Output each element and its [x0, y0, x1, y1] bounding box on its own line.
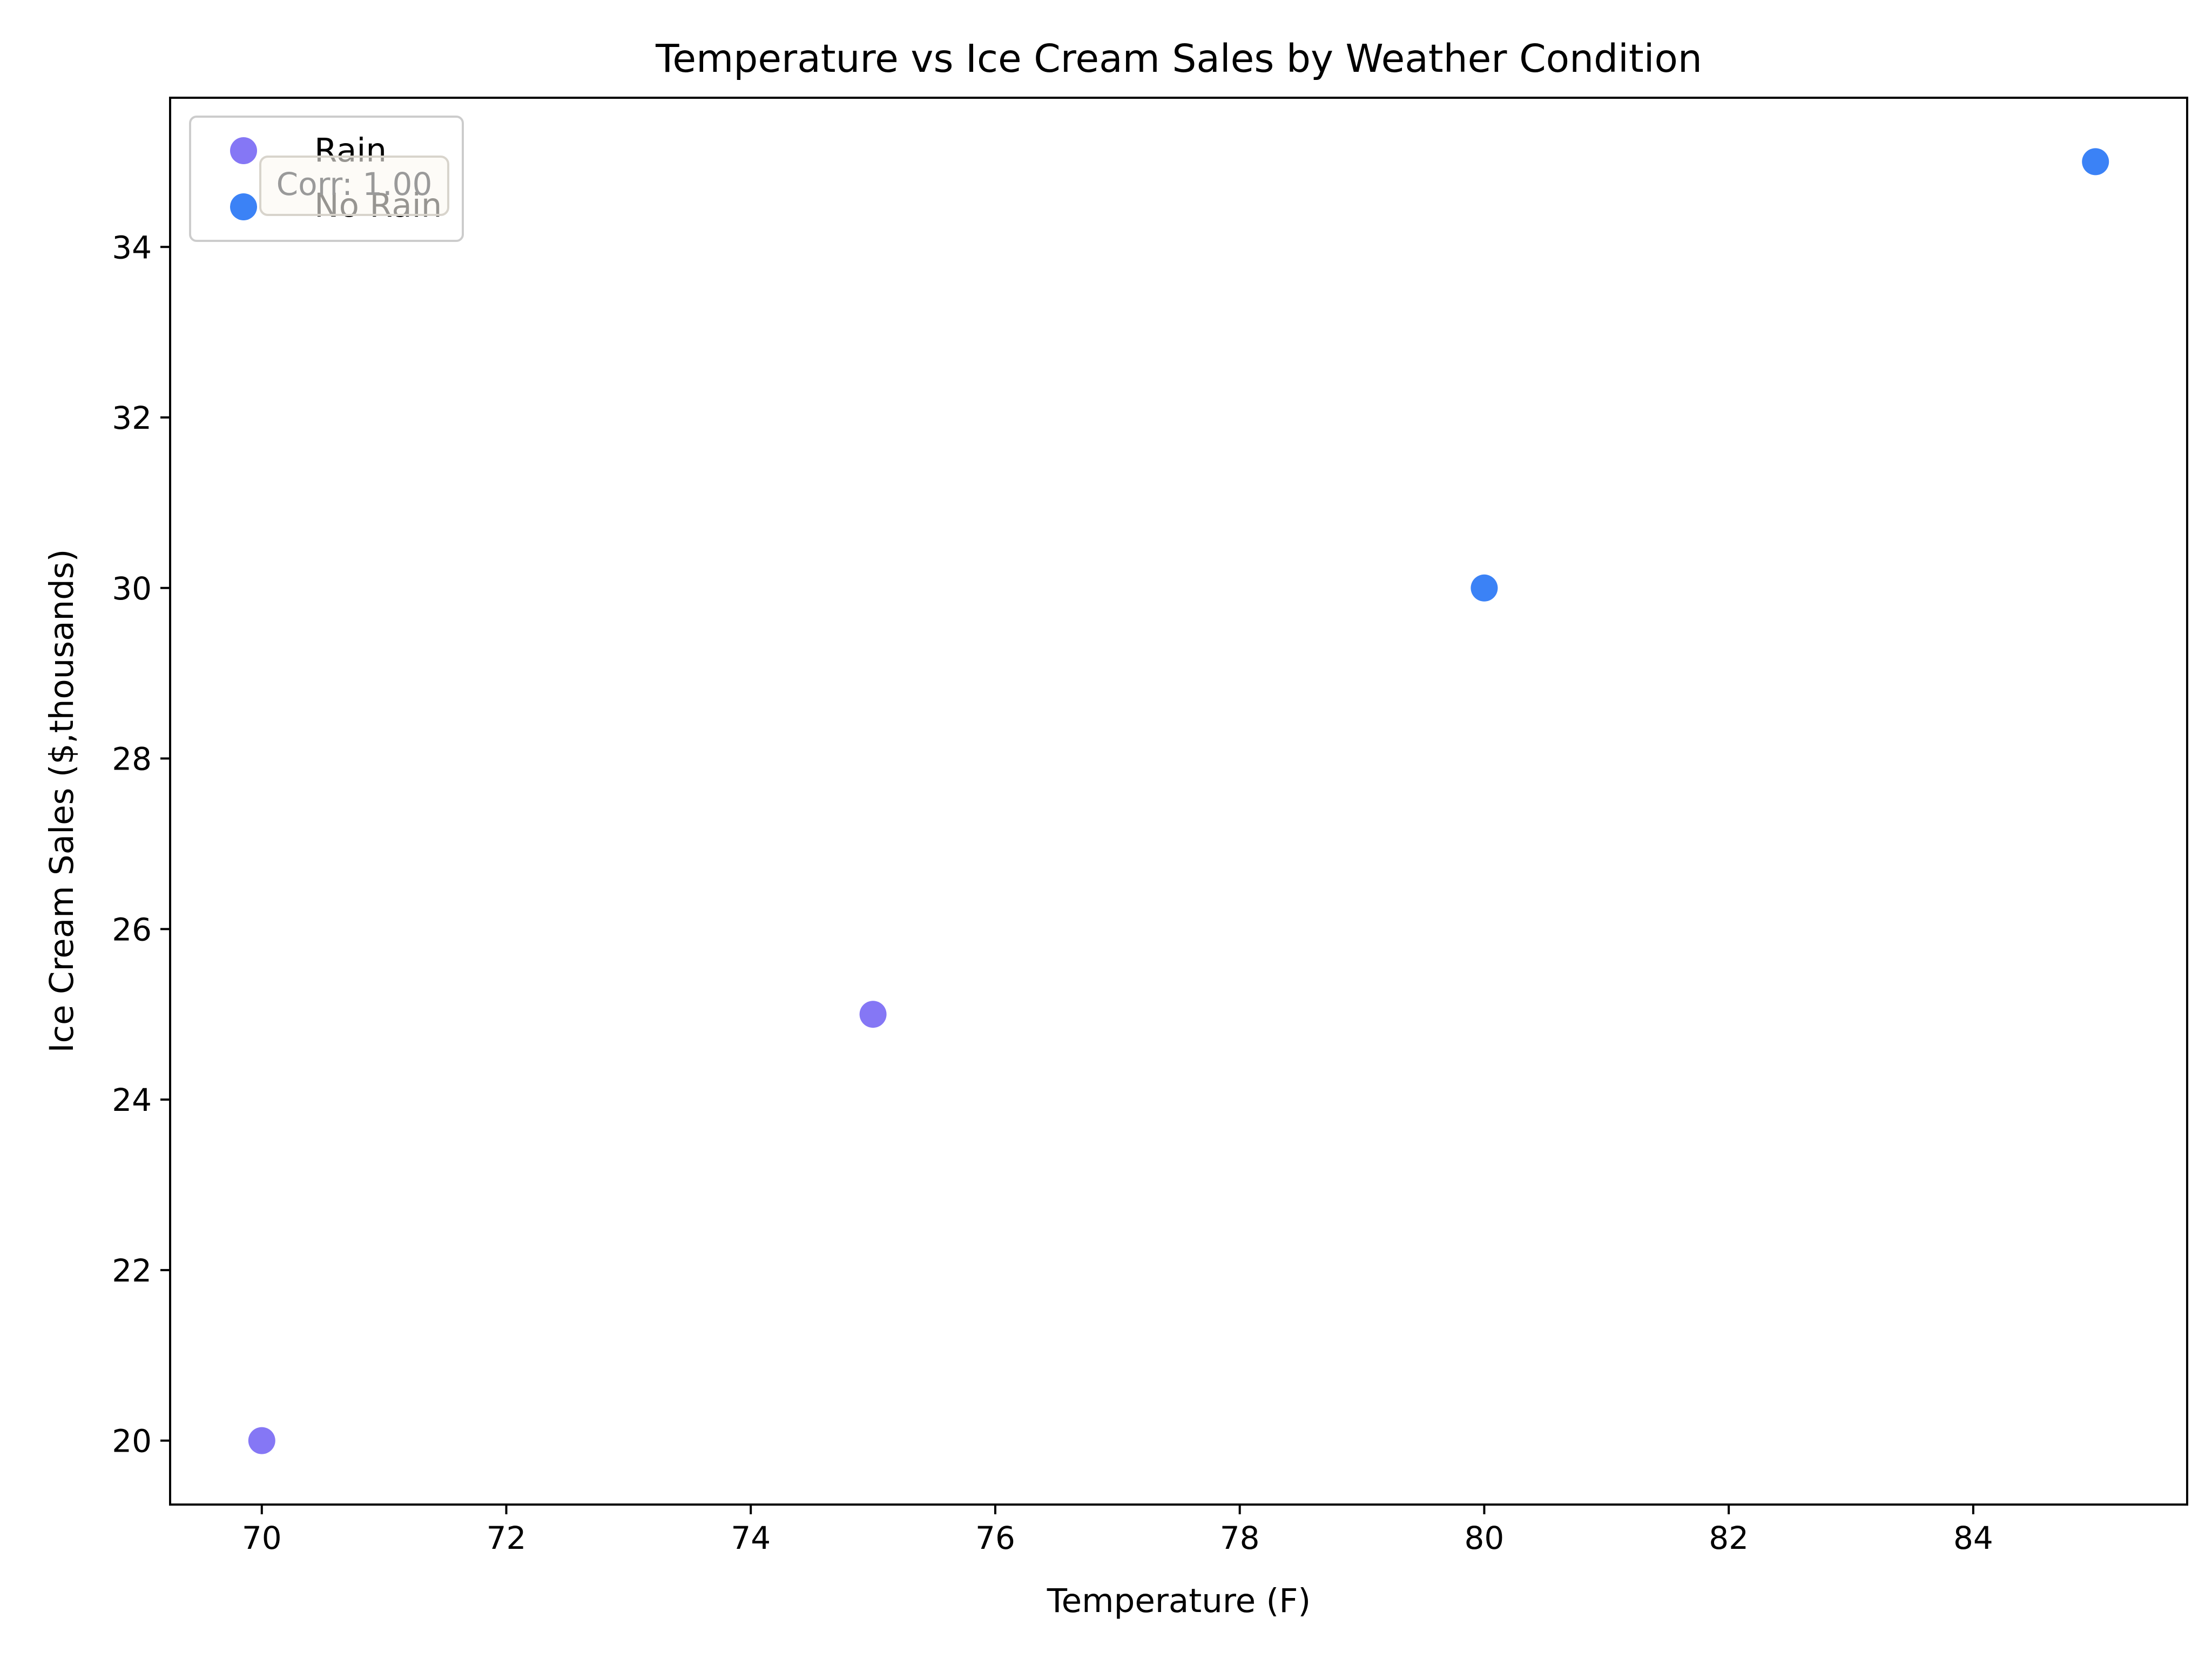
y-axis: 20 22 24 26 28 30 32 34	[112, 229, 170, 1460]
y-tick-label: 26	[112, 911, 152, 948]
legend-marker-rain	[230, 137, 257, 164]
x-tick-label: 78	[1220, 1520, 1260, 1556]
y-tick-label: 28	[112, 741, 152, 778]
x-tick-label: 82	[1709, 1520, 1749, 1556]
x-axis: 70 72 74 76 78 80 82 84	[242, 1505, 1993, 1556]
legend-marker-no-rain	[230, 193, 257, 220]
chart-title: Temperature vs Ice Cream Sales by Weathe…	[655, 36, 1702, 81]
y-tick-label: 22	[112, 1252, 152, 1289]
y-tick-label: 32	[112, 400, 152, 436]
data-point-no-rain	[1471, 574, 1498, 602]
x-axis-label: Temperature (F)	[1047, 1582, 1311, 1620]
data-point-rain	[859, 1001, 887, 1028]
x-tick-label: 70	[242, 1520, 282, 1556]
y-tick-label: 24	[112, 1082, 152, 1118]
x-tick-label: 76	[975, 1520, 1015, 1556]
data-point-no-rain	[2082, 148, 2109, 176]
plot-area	[169, 97, 2188, 1506]
data-points	[248, 148, 2109, 1454]
y-tick-label: 30	[112, 570, 152, 607]
data-point-rain	[248, 1427, 275, 1454]
correlation-annotation: Corr: 1.00	[259, 156, 449, 216]
y-tick-label: 20	[112, 1423, 152, 1460]
x-tick-label: 74	[731, 1520, 771, 1556]
correlation-text: Corr: 1.00	[276, 166, 433, 203]
x-tick-label: 72	[487, 1520, 527, 1556]
x-tick-label: 80	[1465, 1520, 1505, 1556]
y-axis-label: Ice Cream Sales ($,thousands)	[43, 549, 81, 1053]
plot-frame	[169, 97, 2188, 1506]
y-tick-label: 34	[112, 229, 152, 266]
x-tick-label: 84	[1953, 1520, 1993, 1556]
correlation-box	[259, 156, 449, 216]
